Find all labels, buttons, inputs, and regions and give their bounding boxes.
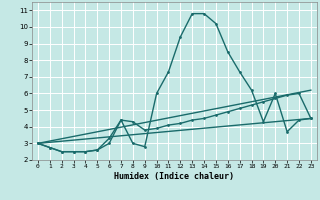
X-axis label: Humidex (Indice chaleur): Humidex (Indice chaleur)	[115, 172, 234, 181]
